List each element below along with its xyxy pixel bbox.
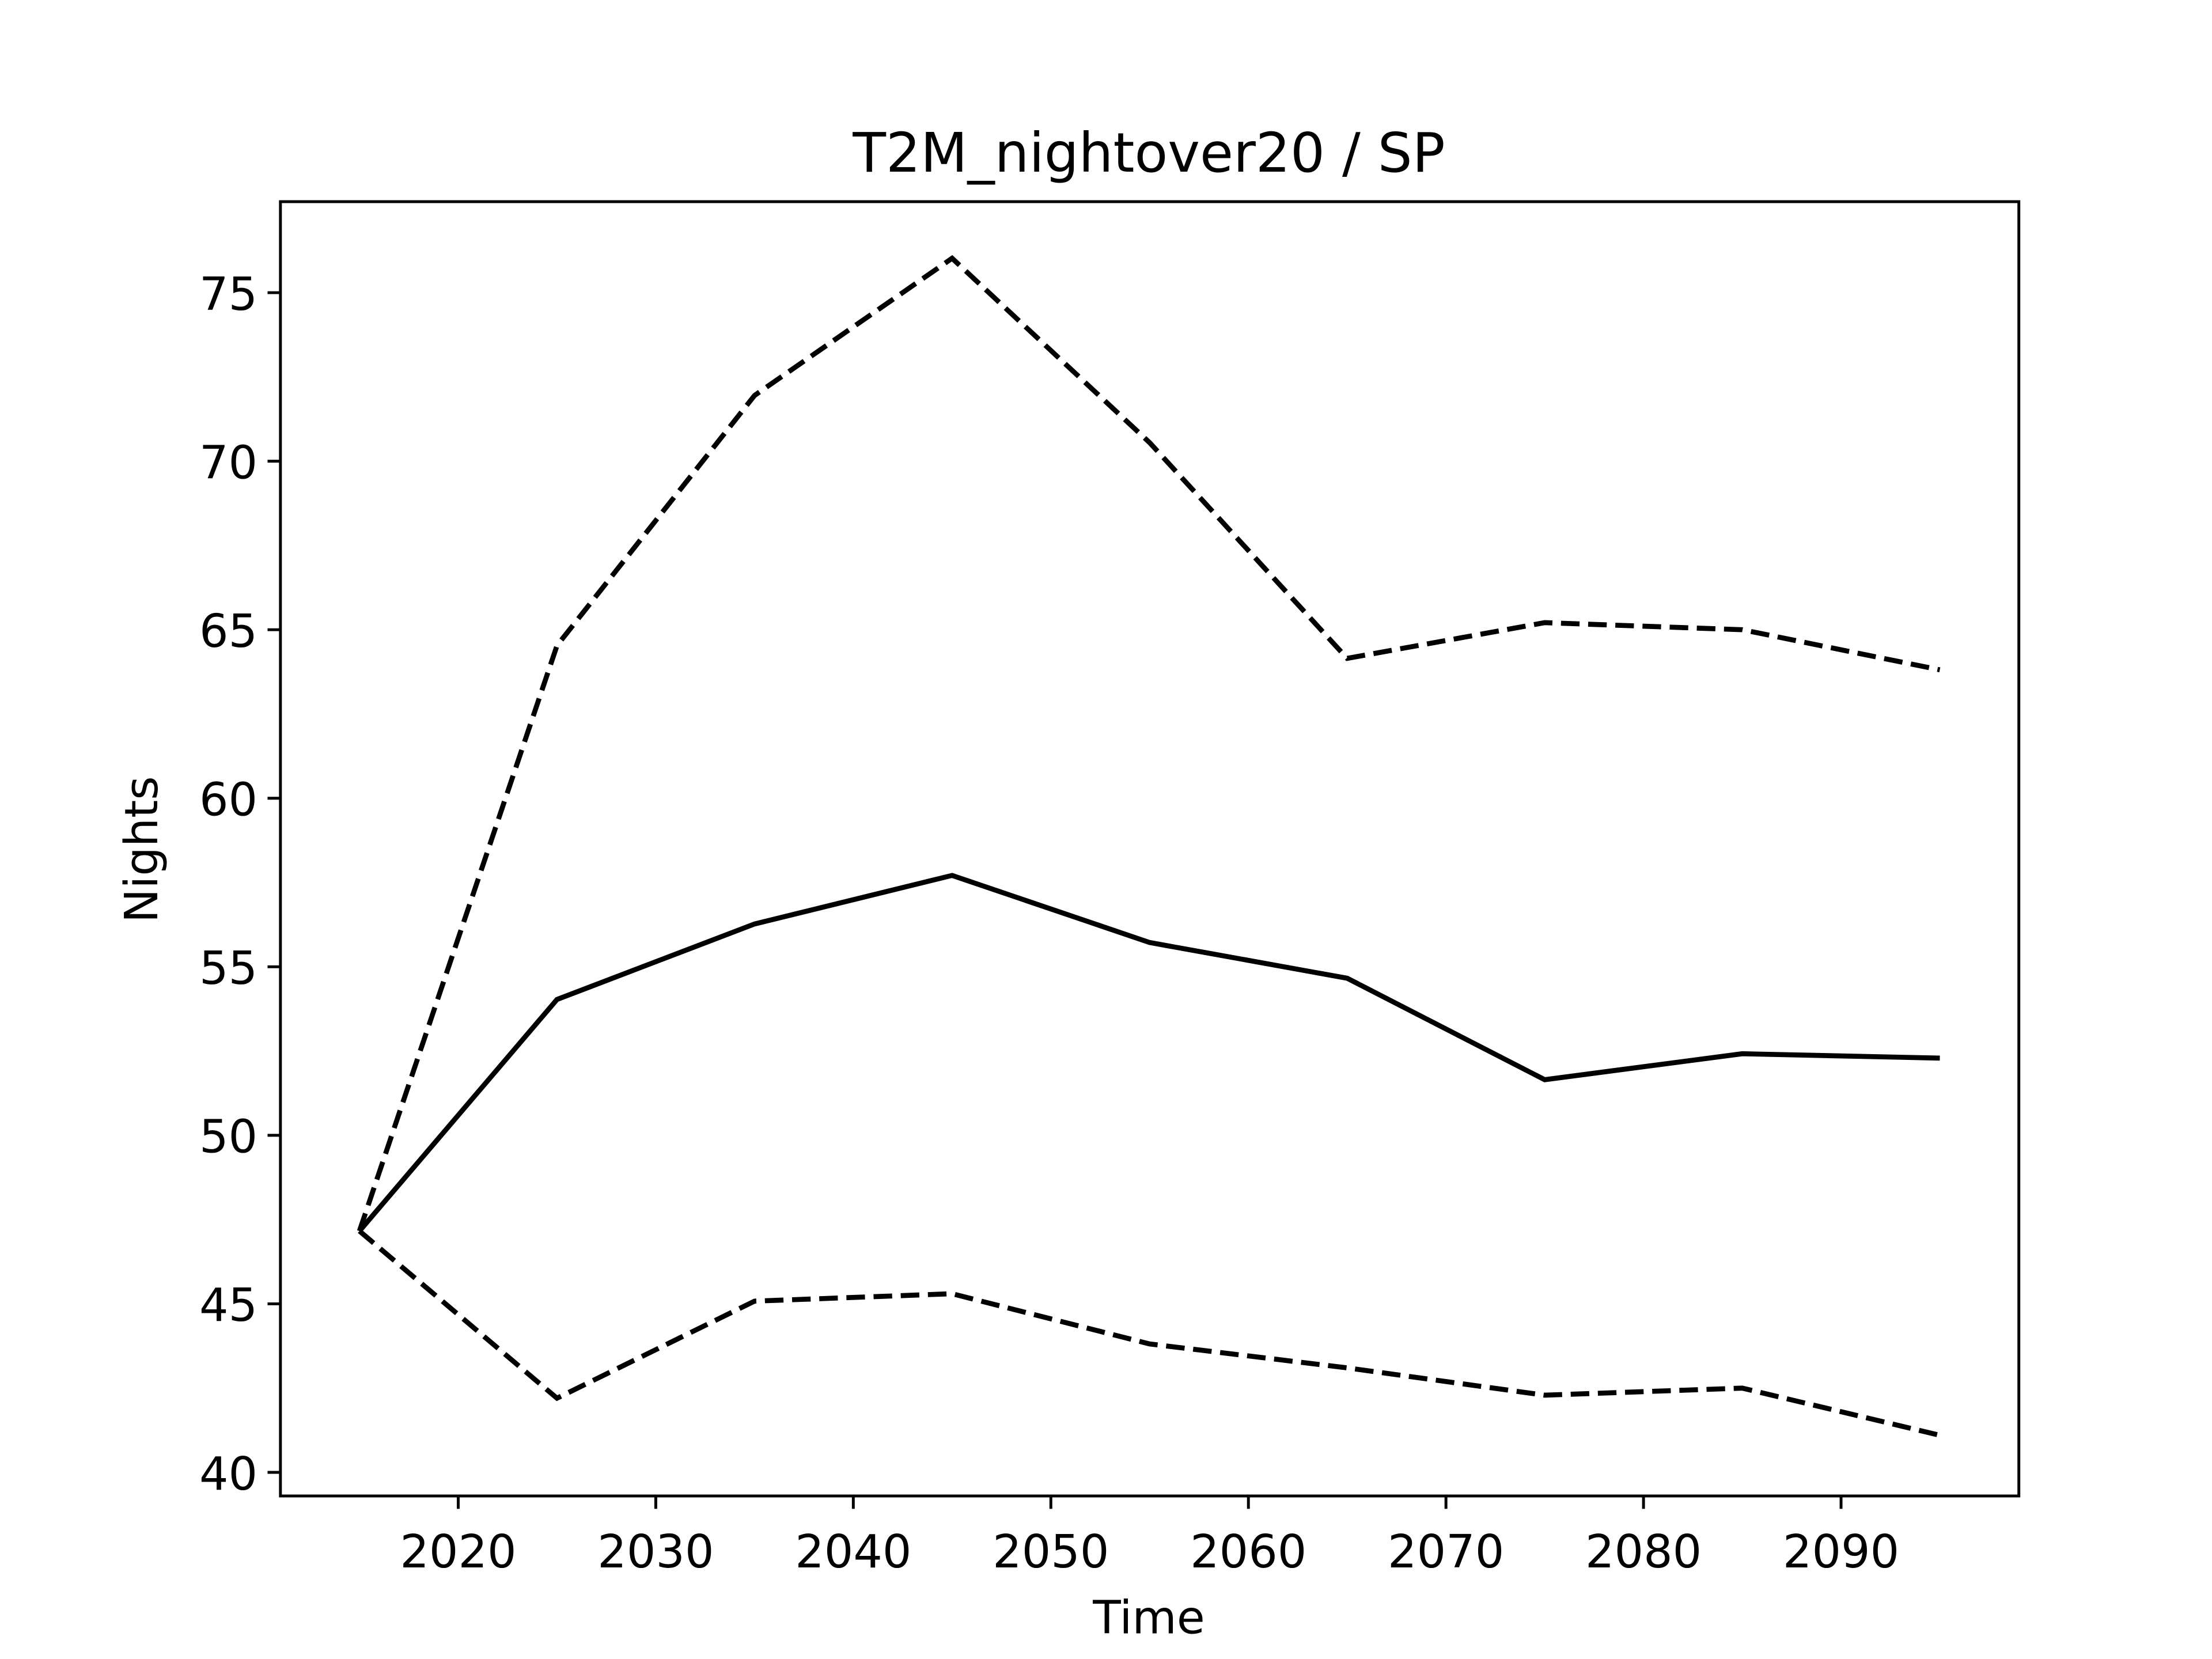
x-tick-label: 2060	[1190, 1525, 1306, 1578]
line-series	[357, 873, 1940, 1233]
x-tick-label: 2020	[400, 1525, 516, 1578]
x-tick-label: 2070	[1388, 1525, 1504, 1578]
y-tick-label: 75	[199, 267, 257, 321]
x-axis-label: Time	[1092, 1590, 1205, 1644]
x-tick-label: 2090	[1783, 1525, 1899, 1578]
y-tick-label: 60	[199, 773, 257, 827]
chart-title: T2M_nightover20 / SP	[852, 122, 1445, 185]
x-tick-label: 2080	[1585, 1525, 1702, 1578]
y-axis-label: Nights	[115, 776, 168, 923]
y-tick-label: 40	[199, 1447, 257, 1501]
x-tick-label: 2030	[597, 1525, 714, 1578]
line-series	[358, 1229, 1941, 1438]
y-tick-label: 70	[199, 435, 257, 489]
plot-frame	[279, 200, 2021, 1498]
y-tick-label: 45	[199, 1278, 257, 1332]
x-tick-label: 2040	[795, 1525, 911, 1578]
line-series	[357, 255, 1941, 1232]
y-tick-label: 55	[199, 941, 257, 995]
x-tick-label: 2050	[993, 1525, 1109, 1578]
y-tick-label: 65	[199, 604, 257, 658]
y-tick-label: 50	[199, 1110, 257, 1164]
